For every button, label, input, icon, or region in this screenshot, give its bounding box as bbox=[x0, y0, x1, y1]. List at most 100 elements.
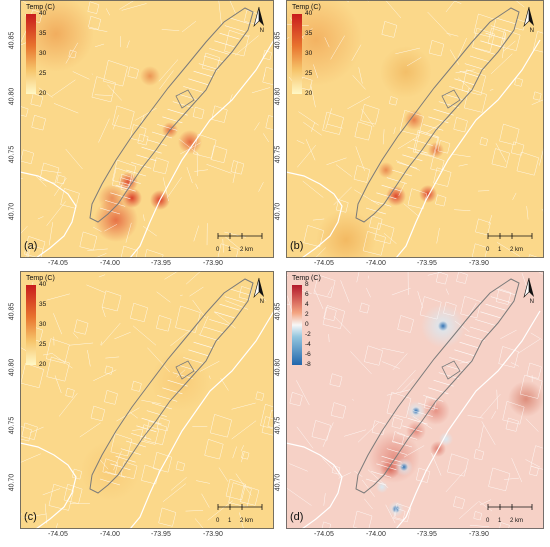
legend-tick-label: -6 bbox=[305, 351, 311, 358]
latitude-tick-label: 40.80 bbox=[274, 87, 282, 106]
legend-tick-label: 20 bbox=[305, 90, 313, 97]
legend-tick-label: 0 bbox=[305, 321, 309, 328]
scale-label: 0 bbox=[216, 518, 220, 524]
panel-border bbox=[20, 271, 274, 529]
east-shoreline bbox=[129, 39, 274, 258]
legend-title: Temp (C) bbox=[26, 275, 55, 282]
panel-letter: (d) bbox=[290, 511, 304, 523]
legend-title: Temp (C) bbox=[292, 275, 321, 282]
longitude-tick-label: -73.90 bbox=[469, 531, 489, 538]
heat-hotspot bbox=[286, 0, 362, 86]
heat-hotspot bbox=[98, 184, 126, 212]
heat-hotspot bbox=[80, 441, 140, 501]
latitude-tick-label: 40.75 bbox=[274, 416, 282, 435]
longitude-tick-label: -73.90 bbox=[469, 260, 489, 267]
street-grid bbox=[20, 271, 274, 529]
legend-tick-label: 6 bbox=[305, 291, 309, 298]
north-arrow-icon bbox=[253, 277, 264, 298]
panel-letter: (a) bbox=[24, 240, 38, 252]
cool-spot-core bbox=[400, 463, 408, 471]
latitude-tick-label: 40.80 bbox=[8, 87, 16, 106]
longitude-tick-label: -74.05 bbox=[48, 531, 68, 538]
island-outline bbox=[441, 89, 461, 109]
legend-tick-label: 40 bbox=[39, 281, 47, 288]
scale-label: 0 bbox=[216, 247, 220, 253]
scale-label: 2 km bbox=[510, 518, 524, 524]
longitude-tick-label: -74.00 bbox=[366, 260, 386, 267]
manhattan-coastline bbox=[89, 7, 254, 223]
west-shoreline bbox=[286, 442, 343, 529]
latitude-tick-label: 40.70 bbox=[8, 473, 16, 492]
manhattan-coastline bbox=[89, 278, 254, 494]
north-arrow-icon bbox=[253, 6, 264, 27]
legend-tick-label: 25 bbox=[39, 341, 47, 348]
cool-spot-core bbox=[412, 407, 420, 415]
legend-tick-label: 35 bbox=[305, 30, 313, 37]
longitude-tick-label: -73.95 bbox=[417, 531, 437, 538]
scale-label: 2 km bbox=[240, 518, 254, 524]
manhattan-streets bbox=[365, 288, 517, 486]
island-outline bbox=[441, 360, 461, 380]
heat-hotspot bbox=[140, 66, 160, 86]
map-canvas bbox=[286, 0, 544, 258]
north-arrow-icon bbox=[523, 277, 534, 298]
west-shoreline bbox=[286, 171, 343, 258]
longitude-tick-label: -74.00 bbox=[100, 531, 120, 538]
north-label: N bbox=[259, 299, 264, 305]
heat-hotspot bbox=[122, 188, 142, 208]
latitude-tick-label: 40.85 bbox=[274, 302, 282, 321]
north-arrow-icon bbox=[523, 6, 534, 27]
legend-tick-label: -4 bbox=[305, 341, 311, 348]
legend-color-bar bbox=[26, 285, 36, 365]
map-canvas bbox=[20, 271, 274, 529]
manhattan-coastline bbox=[355, 7, 520, 223]
legend-color-bar bbox=[292, 14, 302, 94]
longitude-tick-label: -73.95 bbox=[151, 531, 171, 538]
legend-tick-label: -8 bbox=[305, 361, 311, 368]
latitude-tick-label: 40.75 bbox=[8, 416, 16, 435]
color-legend: Temp (C) 40 35 30 25 20 bbox=[292, 4, 344, 97]
heat-hotspot bbox=[20, 0, 94, 72]
panel-letter: (c) bbox=[24, 511, 37, 523]
longitude-tick-label: -74.05 bbox=[48, 260, 68, 267]
legend-tick-label: 25 bbox=[39, 70, 47, 77]
panel-border bbox=[286, 0, 544, 258]
east-shoreline bbox=[129, 310, 274, 529]
cool-spot bbox=[439, 432, 453, 446]
latitude-tick-label: 40.70 bbox=[274, 473, 282, 492]
map-panel-2: Temp (C) 40 35 30 25 20 N 0 1 2 km (b) bbox=[286, 0, 544, 258]
longitude-tick-label: -74.00 bbox=[100, 260, 120, 267]
legend-tick-label: 30 bbox=[39, 321, 47, 328]
legend-tick-label: 35 bbox=[39, 30, 47, 37]
west-shoreline bbox=[20, 171, 77, 258]
latitude-tick-label: 40.85 bbox=[274, 31, 282, 50]
cool-spot-core bbox=[392, 505, 400, 513]
heat-hotspot bbox=[178, 130, 202, 154]
longitude-tick-label: -73.90 bbox=[203, 531, 223, 538]
north-label: N bbox=[259, 28, 264, 34]
color-legend: Temp (C) 8 6 4 2 0 -2 -4 -6 -8 bbox=[292, 275, 344, 368]
manhattan-coastline bbox=[355, 278, 520, 494]
legend-tick-label: 4 bbox=[305, 301, 309, 308]
scale-label: 1 bbox=[228, 247, 232, 253]
map-panel-4: Temp (C) 8 6 4 2 0 -2 -4 -6 -8 N 0 1 2 km (d) bbox=[286, 271, 544, 529]
legend-tick-label: 25 bbox=[305, 70, 313, 77]
latitude-tick-label: 40.80 bbox=[274, 358, 282, 377]
legend-tick-label: 2 bbox=[305, 311, 309, 318]
street-grid bbox=[20, 0, 274, 258]
legend-tick-label: 40 bbox=[39, 10, 47, 17]
cool-spot bbox=[376, 481, 388, 493]
north-label: N bbox=[529, 299, 534, 305]
color-legend: Temp (C) 40 35 30 25 20 bbox=[26, 4, 78, 97]
manhattan-streets bbox=[99, 17, 251, 215]
heat-hotspot bbox=[508, 381, 544, 417]
longitude-tick-label: -73.95 bbox=[417, 260, 437, 267]
scale-bar bbox=[487, 504, 533, 510]
legend-tick-label: 20 bbox=[39, 90, 47, 97]
east-shoreline bbox=[395, 39, 541, 258]
heat-hotspot bbox=[150, 351, 210, 411]
north-label: N bbox=[529, 28, 534, 34]
latitude-tick-label: 40.75 bbox=[8, 145, 16, 164]
longitude-tick-label: -74.05 bbox=[314, 260, 334, 267]
scale-label: 2 km bbox=[240, 247, 254, 253]
